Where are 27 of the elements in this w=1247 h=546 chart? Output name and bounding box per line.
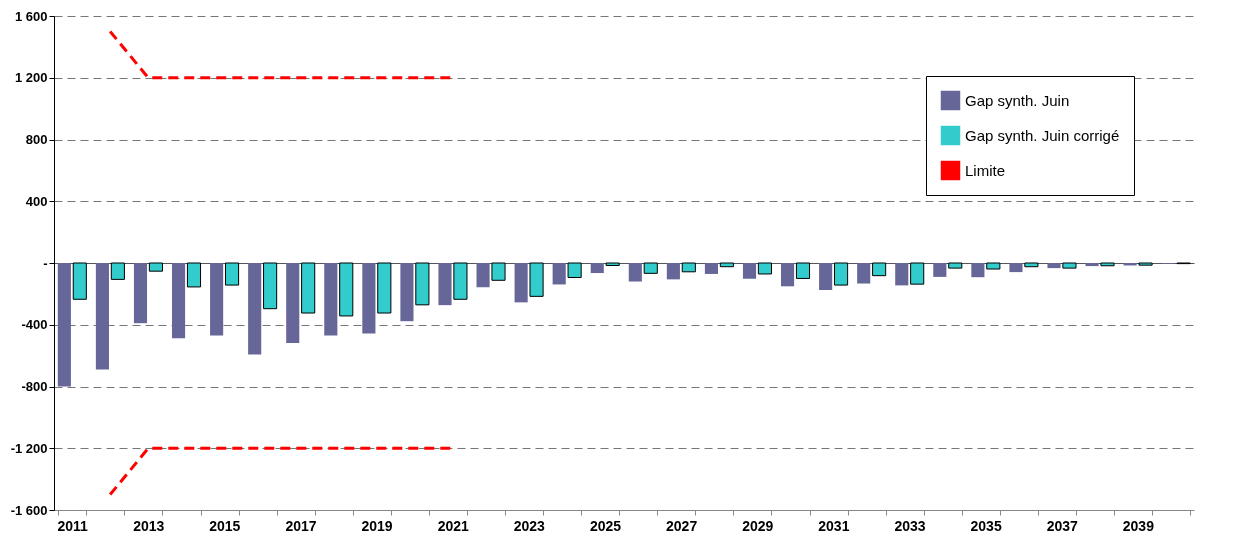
x-tick-label: 2021 bbox=[437, 517, 469, 534]
x-tick-label: 2011 bbox=[57, 517, 88, 534]
x-tick-label: 2031 bbox=[818, 517, 850, 534]
y-tick-label: -1 200 bbox=[10, 440, 48, 456]
legend-label: Gap synth. Juin corrigé bbox=[965, 126, 1120, 144]
x-tick-label: 2033 bbox=[894, 517, 926, 534]
x-tick-label: 2013 bbox=[133, 517, 165, 534]
y-tick-label: 1 600 bbox=[14, 8, 48, 24]
x-tick-label: 2025 bbox=[589, 517, 622, 534]
x-tick-label: 2029 bbox=[742, 517, 774, 534]
x-tick-label: 2037 bbox=[1046, 517, 1079, 534]
y-tick-label: 400 bbox=[25, 193, 48, 209]
x-tick-label: 2035 bbox=[970, 517, 1002, 534]
y-tick-label: -1 600 bbox=[10, 502, 48, 518]
y-tick-label: -800 bbox=[21, 379, 48, 394]
x-tick-label: 2039 bbox=[1122, 517, 1155, 534]
y-tick-label: 800 bbox=[25, 132, 48, 147]
y-tick-label: -400 bbox=[21, 317, 48, 333]
x-tick-label: 2015 bbox=[209, 517, 241, 534]
legend-label: Limite bbox=[965, 161, 1006, 179]
x-tick-label: 2027 bbox=[666, 517, 698, 534]
x-tick-label: 2023 bbox=[513, 517, 546, 534]
x-tick-label: 2019 bbox=[361, 517, 393, 534]
legend-label: Gap synth. Juin bbox=[965, 91, 1070, 109]
y-tick-label: 1 200 bbox=[14, 70, 48, 86]
y-tick-label: - bbox=[43, 255, 48, 271]
x-tick-label: 2017 bbox=[285, 517, 317, 534]
